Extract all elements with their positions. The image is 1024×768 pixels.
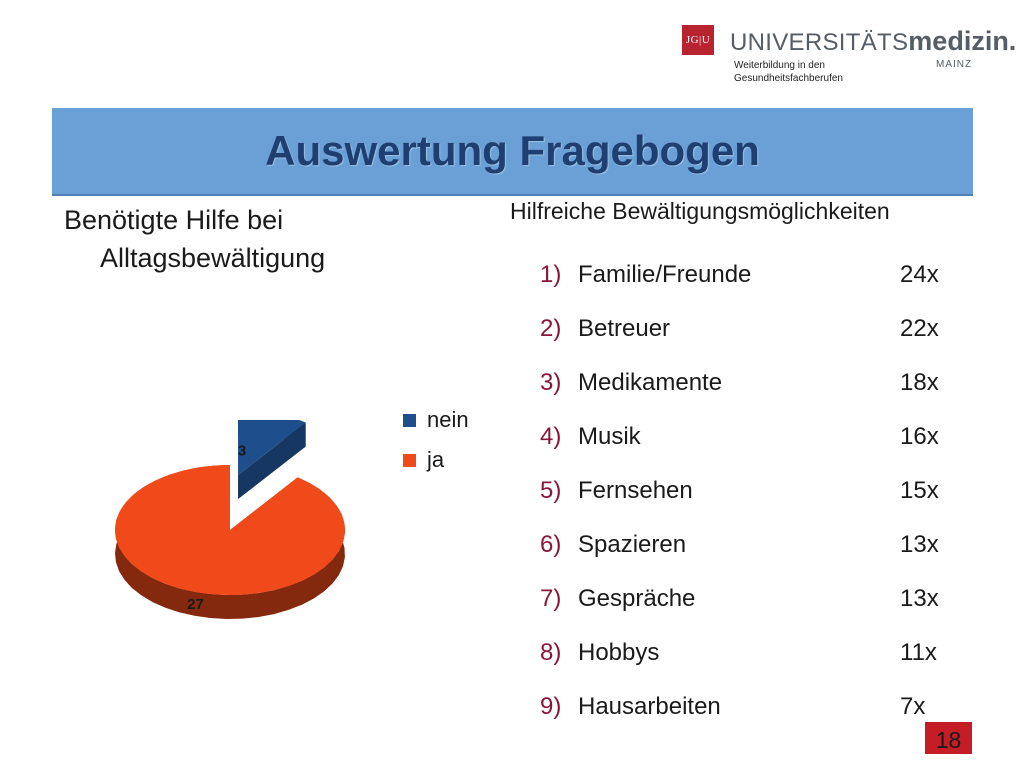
list-item-count: 13x (900, 531, 939, 558)
pie-slice-ja (114, 465, 345, 595)
list-item-label: Musik (578, 423, 641, 450)
list-item: 1) Familie/Freunde 24x (540, 254, 980, 308)
list-item-count: 11x (900, 639, 937, 666)
title-bar: Auswertung Fragebogen (52, 108, 973, 196)
pie-slice-cut-nein-1 (238, 422, 306, 500)
list-item-label: Medikamente (578, 369, 723, 396)
logo-tagline-line2: Gesundheitsfachberufen (734, 73, 843, 84)
list-item-number: 9) (540, 693, 562, 720)
list-item: 2) Betreuer 22x (540, 308, 980, 362)
list-item: 9) Hausarbeiten 7x (540, 686, 980, 740)
list-item-label: Hausarbeiten (578, 693, 721, 720)
list-item-number: 6) (540, 531, 562, 558)
list-item: 8) Hobbys 11x (540, 632, 980, 686)
list-item-number: 1) (540, 261, 562, 288)
list-item-count: 24x (900, 261, 939, 288)
list-item-number: 8) (540, 639, 562, 666)
list-item-count: 15x (900, 477, 939, 504)
university-logo: JG|U UNIVERSITÄTSmedizin. Weiterbildung … (682, 22, 1016, 92)
list-item-label: Familie/Freunde (578, 261, 752, 288)
right-heading: Hilfreiche Bewältigungsmöglichkeiten (510, 198, 890, 224)
page-number: 18 (925, 722, 972, 754)
list-item: 4) Musik 16x (540, 416, 980, 470)
list-item: 7) Gespräche 13x (540, 578, 980, 632)
list-item-number: 4) (540, 423, 562, 450)
logo-tagline-line1: Weiterbildung in den (734, 60, 825, 71)
legend-item-ja: ja (403, 440, 469, 480)
slide-title: Auswertung Fragebogen (265, 127, 760, 174)
legend-swatch (403, 413, 416, 427)
left-heading: Benötigte Hilfe bei Alltagsbewältigung (64, 201, 424, 277)
chart-legend: nein ja (403, 400, 469, 480)
list-item-label: Betreuer (578, 315, 671, 342)
pie-data-label-ja: 27 (187, 596, 204, 613)
list-item-count: 16x (900, 423, 939, 450)
pie-chart: 3 27 (114, 420, 345, 619)
left-heading-line2: Alltagsbewältigung (100, 243, 326, 273)
legend-item-nein: nein (403, 400, 469, 440)
logo-wordmark: UNIVERSITÄTSmedizin. (730, 22, 1016, 65)
list-item-label: Hobbys (578, 639, 660, 666)
legend-swatch (403, 453, 416, 467)
list-item-label: Spazieren (578, 531, 687, 558)
legend-label: ja (427, 447, 445, 472)
list-item-number: 2) (540, 315, 562, 342)
list-item-label: Fernsehen (578, 477, 693, 504)
list-item-number: 7) (540, 585, 562, 612)
legend-label: nein (427, 407, 469, 432)
logo-city: MAINZ (936, 59, 973, 70)
list-item: 5) Fernsehen 15x (540, 470, 980, 524)
list-item-count: 13x (900, 585, 939, 612)
coping-list: 1) Familie/Freunde 24x 2) Betreuer 22x 3) Medik… (540, 254, 980, 740)
list-item-number: 3) (540, 369, 562, 396)
list-item: 6) Spazieren 13x (540, 524, 980, 578)
pie-data-label-nein: 3 (238, 442, 246, 459)
list-item-count: 7x (900, 693, 926, 720)
left-heading-line1: Benötigte Hilfe bei (64, 205, 284, 235)
logo-badge: JG|U (682, 25, 714, 55)
list-item-number: 5) (540, 477, 562, 504)
logo-word-light: UNIVERSITÄTS (730, 29, 909, 56)
list-item: 3) Medikamente 18x (540, 362, 980, 416)
logo-tagline: Weiterbildung in den Gesundheitsfachberu… (734, 59, 843, 85)
logo-word-bold: medizin. (908, 26, 1017, 56)
list-item-label: Gespräche (578, 585, 696, 612)
list-item-count: 22x (900, 315, 939, 342)
pie-slice-nein (238, 420, 306, 476)
list-item-count: 18x (900, 369, 939, 396)
